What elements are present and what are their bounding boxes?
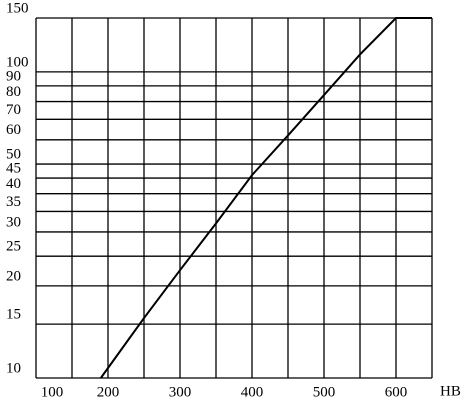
y-tick-label: 70 (6, 102, 21, 118)
y-tick-label: 15 (6, 307, 21, 323)
y-tick-label: 20 (6, 268, 21, 284)
x-axis-label: HB (440, 383, 461, 399)
y-tick-label: 60 (6, 122, 21, 138)
y-tick-label: 90 (6, 68, 21, 84)
y-tick-label: 100 (6, 54, 29, 70)
y-tick-label: 10 (6, 360, 21, 376)
x-tick-label: 400 (241, 384, 264, 400)
x-tick-label: 500 (313, 384, 336, 400)
x-tick-label: 100 (41, 384, 64, 400)
x-tick-label: 600 (385, 384, 408, 400)
y-tick-label: 25 (6, 239, 21, 255)
y-tick-label: 40 (6, 176, 21, 192)
y-tick-label: 50 (6, 146, 21, 162)
x-tick-label: 300 (169, 384, 192, 400)
y-tick-label: 150 (6, 0, 29, 16)
x-tick-label: 200 (97, 384, 120, 400)
curve (99, 17, 432, 379)
y-tick-label: 45 (6, 160, 21, 176)
y-tick-label: 80 (6, 84, 21, 100)
y-tick-label: 35 (6, 194, 21, 210)
y-tick-label: 30 (6, 214, 21, 230)
